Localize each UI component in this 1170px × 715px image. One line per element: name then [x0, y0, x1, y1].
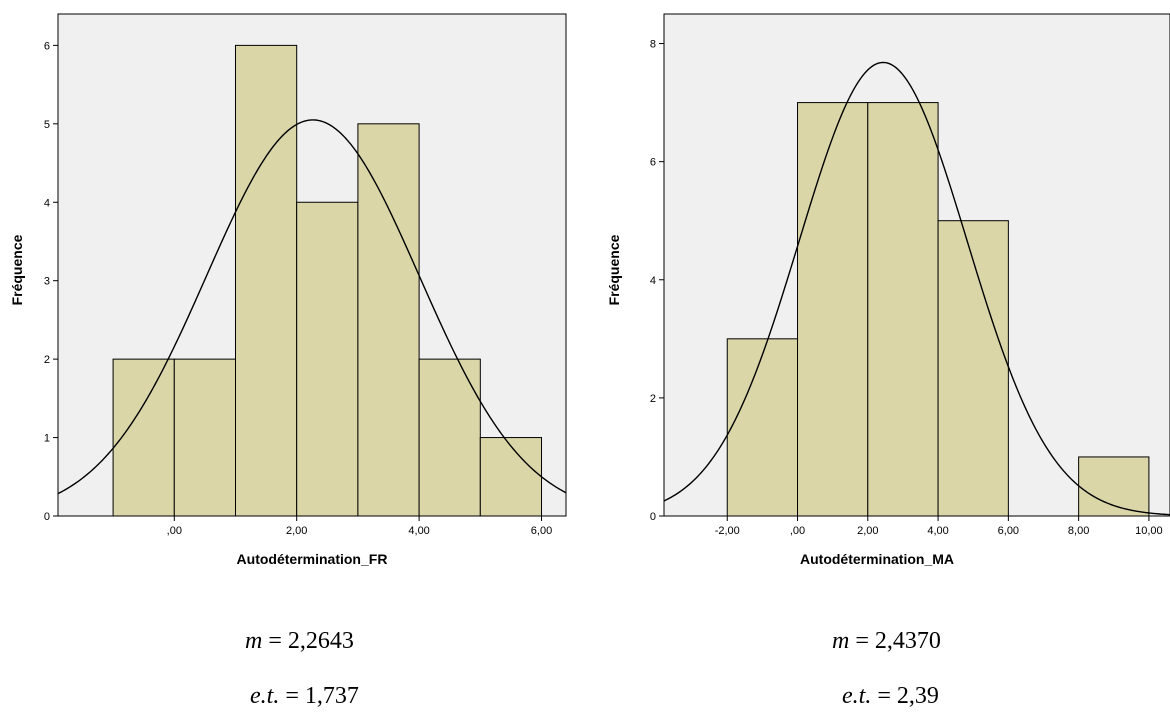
stat-sd-ma: e.t. = 2,39: [842, 683, 939, 710]
histogram-bar-ma-2: [867, 102, 939, 517]
x-tick-label-ma-1: ,00: [790, 525, 805, 537]
histogram-bar-fr-2: [234, 44, 298, 517]
y-axis-title-fr: Fréquence: [9, 234, 25, 305]
mean-value-ma: = 2,4370: [849, 628, 941, 654]
x-axis-title-ma: Autodétermination_MA: [800, 551, 954, 567]
y-tick-label-fr-1: 1: [44, 433, 50, 445]
sd-symbol-ma: e.t.: [842, 683, 872, 709]
histogram-bar-fr-0: [112, 358, 175, 517]
x-tick-label-ma-4: 6,00: [998, 525, 1019, 537]
histogram-bar-fr-3: [296, 201, 359, 517]
x-tick-label-ma-6: 10,00: [1135, 525, 1163, 537]
x-tick-label-fr-2: 4,00: [408, 525, 429, 537]
mean-value-fr: = 2,2643: [262, 628, 354, 654]
y-tick-label-ma-2: 4: [650, 275, 656, 287]
histogram-bar-ma-0: [726, 338, 799, 517]
y-tick-label-ma-3: 6: [650, 157, 656, 169]
histogram-panel-fr: 0 1 2 3 4 5 6,00 2,00 4,00 6,00 Autodétermination_…: [0, 0, 585, 600]
y-tick-label-ma-1: 2: [650, 393, 656, 405]
normal-curve-fr: [58, 119, 566, 495]
y-tick-label-fr-5: 5: [44, 119, 50, 131]
histogram-panel-ma: 0 2 4 6 8 -2,00 ,00 2,00 4,00 6,00 8,00 10,00 Autodé…: [585, 0, 1170, 600]
normal-curve-ma: [664, 61, 1170, 516]
x-tick-label-ma-2: 2,00: [857, 525, 878, 537]
y-tick-label-fr-3: 3: [44, 276, 50, 288]
x-tick-label-ma-0: -2,00: [715, 525, 740, 537]
y-tick-label-fr-6: 6: [44, 40, 50, 52]
stat-mean-ma: m = 2,4370: [832, 628, 941, 655]
stat-mean-fr: m = 2,2643: [245, 628, 354, 655]
mean-symbol-fr: m: [245, 628, 263, 654]
y-tick-label-fr-0: 0: [44, 511, 50, 523]
x-tick-label-ma-3: 4,00: [927, 525, 948, 537]
histogram-bar-fr-1: [173, 358, 236, 517]
histogram-bar-ma-5: [1078, 456, 1150, 517]
x-tick-label-fr-0: ,00: [167, 525, 182, 537]
x-tick-label-fr-3: 6,00: [531, 525, 552, 537]
y-axis-title-ma: Fréquence: [606, 234, 622, 305]
y-tick-label-ma-4: 8: [650, 39, 656, 51]
sd-value-fr: = 1,737: [279, 683, 359, 709]
histogram-bar-fr-4: [357, 123, 420, 517]
histogram-bar-fr-5: [418, 358, 481, 517]
sd-symbol-fr: e.t.: [250, 683, 280, 709]
x-tick-label-fr-1: 2,00: [286, 525, 307, 537]
histogram-bar-ma-3: [937, 220, 1009, 517]
histogram-ma: 0 2 4 6 8 -2,00 ,00 2,00 4,00 6,00 8,00 10,00 Autodé…: [606, 13, 1170, 567]
mean-symbol-ma: m: [832, 628, 850, 654]
x-axis-title-fr: Autodétermination_FR: [237, 551, 388, 567]
stat-sd-fr: e.t. = 1,737: [250, 683, 359, 710]
y-tick-label-ma-0: 0: [650, 511, 656, 523]
y-tick-label-fr-2: 2: [44, 354, 50, 366]
histogram-bar-ma-1: [797, 102, 869, 517]
histogram-bar-fr-6: [479, 437, 543, 517]
y-tick-label-fr-4: 4: [44, 197, 50, 209]
x-tick-label-ma-5: 8,00: [1068, 525, 1089, 537]
sd-value-ma: = 2,39: [871, 683, 939, 709]
